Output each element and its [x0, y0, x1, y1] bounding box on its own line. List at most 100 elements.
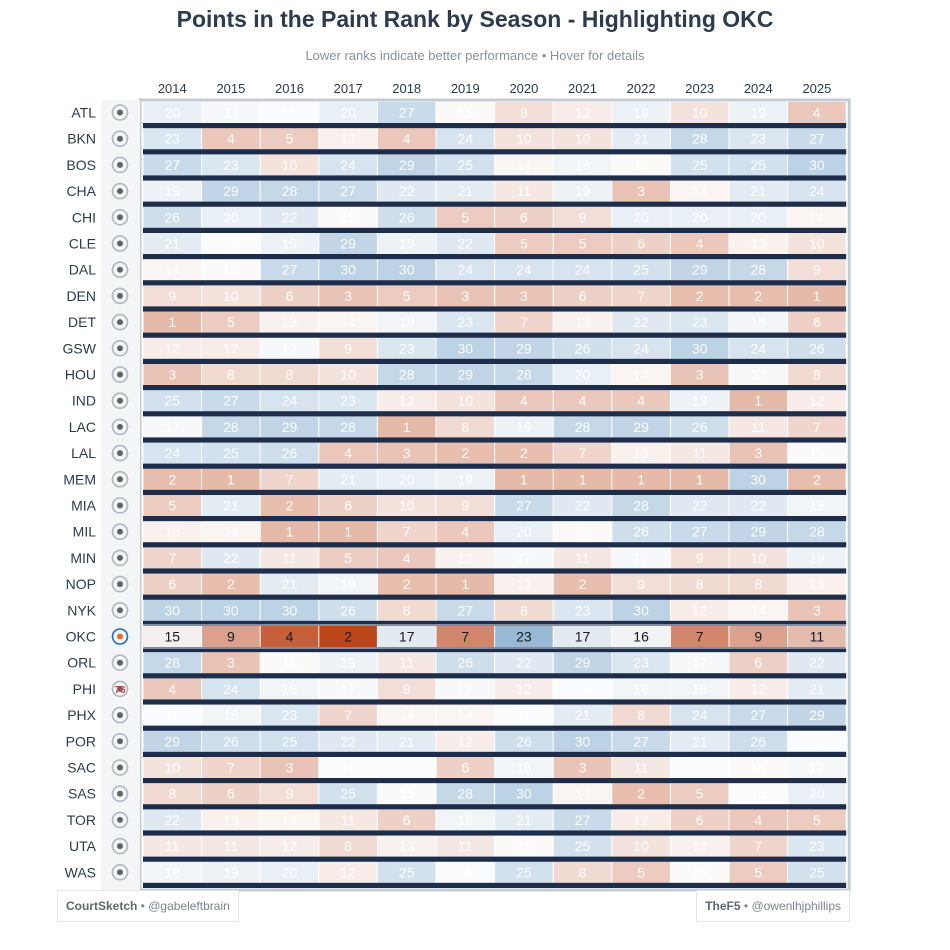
logo-ring — [111, 287, 129, 305]
cell-value: 21 — [165, 236, 181, 252]
row-separator — [143, 778, 847, 784]
heatmap-cell — [788, 835, 846, 857]
cell-value: 20 — [692, 209, 708, 225]
logo-dot — [117, 109, 123, 116]
heatmap-cell — [612, 206, 670, 228]
knicks-logo-icon — [111, 601, 129, 619]
cell-value: 17 — [809, 760, 825, 776]
heatmap-cell — [788, 730, 846, 752]
cell-value: 15 — [399, 786, 415, 802]
cell-value: 9 — [520, 105, 528, 121]
logo-dot — [117, 738, 123, 745]
heatmap-cell — [729, 416, 788, 438]
heatmap-cell — [260, 599, 319, 621]
heatmap-cell — [377, 180, 436, 202]
heatmap-cell — [377, 573, 436, 595]
heatmap-cell — [495, 809, 553, 831]
heatmap-cell — [436, 233, 495, 254]
cell-value: 30 — [751, 471, 767, 487]
cell-value: 29 — [809, 707, 825, 723]
heatmap-cell — [143, 390, 202, 412]
heatmap-cell — [788, 704, 846, 726]
cell-value: 27 — [223, 393, 239, 409]
cell-value: 28 — [458, 786, 474, 802]
heatmap-cell — [788, 128, 846, 150]
heatmap-cell — [260, 364, 319, 385]
heatmap-cell — [377, 102, 436, 123]
heatmap-cell — [788, 599, 846, 621]
highlight-cell — [319, 626, 377, 647]
heatmap-cell — [553, 364, 612, 385]
heatmap-cell — [143, 521, 202, 543]
cell-value: 22 — [809, 655, 825, 671]
heatmap-cell — [319, 285, 377, 307]
cell-value: 12 — [458, 733, 474, 749]
heatmap-cell — [612, 573, 670, 595]
cell-value: 3 — [286, 760, 294, 776]
cell-value: 9 — [696, 550, 704, 566]
cell-value: 28 — [575, 419, 591, 435]
heatmap-cell — [670, 599, 729, 621]
heatmap-cell — [553, 128, 612, 150]
season-label: 2014 — [158, 81, 187, 96]
cell-value: 19 — [516, 419, 532, 435]
cell-value: 17 — [458, 681, 474, 697]
heatmap-cell — [788, 311, 846, 333]
heatmap-cell — [495, 416, 553, 438]
row-separator — [143, 751, 847, 757]
cell-value: 8 — [286, 367, 294, 383]
cell-value: 27 — [575, 812, 591, 828]
cell-value: 22 — [458, 236, 474, 252]
heatmap-cell — [377, 547, 436, 569]
heatmap-cell — [553, 259, 612, 281]
heatmap-cell — [729, 835, 788, 857]
heatmap-cell — [612, 652, 670, 674]
cell-value: 6 — [754, 655, 762, 671]
heatmap-cell — [202, 442, 260, 464]
cell-value: 27 — [809, 131, 825, 147]
bucks-logo-icon — [111, 523, 129, 541]
cell-value: 15 — [340, 209, 356, 225]
heatmap-cell — [788, 442, 846, 464]
logo-dot — [117, 450, 123, 457]
heatmap-cell — [377, 730, 436, 752]
heatmap-cell — [729, 757, 788, 778]
heatmap-cell — [495, 547, 553, 569]
heatmap-cell — [495, 783, 553, 805]
cell-value: 25 — [692, 157, 708, 173]
cell-value: 18 — [282, 681, 298, 697]
cell-value: 8 — [227, 367, 235, 383]
heatmap-cell — [788, 809, 846, 831]
chart-title: Points in the Paint Rank by Season - Hig… — [176, 6, 774, 32]
footer-left-handle: @gabeleftbrain — [148, 899, 230, 913]
heatmap-cell — [202, 495, 260, 516]
cell-value: 9 — [403, 681, 411, 697]
heatmap-cell — [495, 442, 553, 464]
heatmap-cell — [202, 390, 260, 412]
highlight-cell — [788, 626, 846, 647]
heatmap-cell — [729, 573, 788, 595]
cell-value: 3 — [461, 288, 469, 304]
logo-dot — [117, 371, 123, 378]
heatmap-cell — [143, 259, 202, 281]
cell-value: 30 — [809, 157, 825, 173]
cell-value: 9 — [754, 629, 762, 645]
cell-value: 6 — [227, 786, 235, 802]
team-label: ATL — [71, 105, 96, 121]
cell-value: 21 — [633, 131, 649, 147]
cell-value: 12 — [282, 838, 298, 854]
cell-value: 2 — [637, 786, 645, 802]
heatmap-cell — [436, 704, 495, 726]
heatmap-cell — [788, 861, 846, 883]
cell-value: 22 — [399, 183, 415, 199]
heatmap-cell — [143, 495, 202, 516]
heatmap-cell — [729, 783, 788, 805]
heatmap-cell — [670, 861, 729, 883]
heatmap-cell — [436, 495, 495, 516]
heatmap-cell — [553, 757, 612, 778]
logo-ring — [111, 392, 129, 410]
logo-ring — [111, 523, 129, 541]
cell-value: 7 — [227, 760, 235, 776]
team-label: SAC — [67, 760, 96, 776]
heatmap-cell — [436, 573, 495, 595]
